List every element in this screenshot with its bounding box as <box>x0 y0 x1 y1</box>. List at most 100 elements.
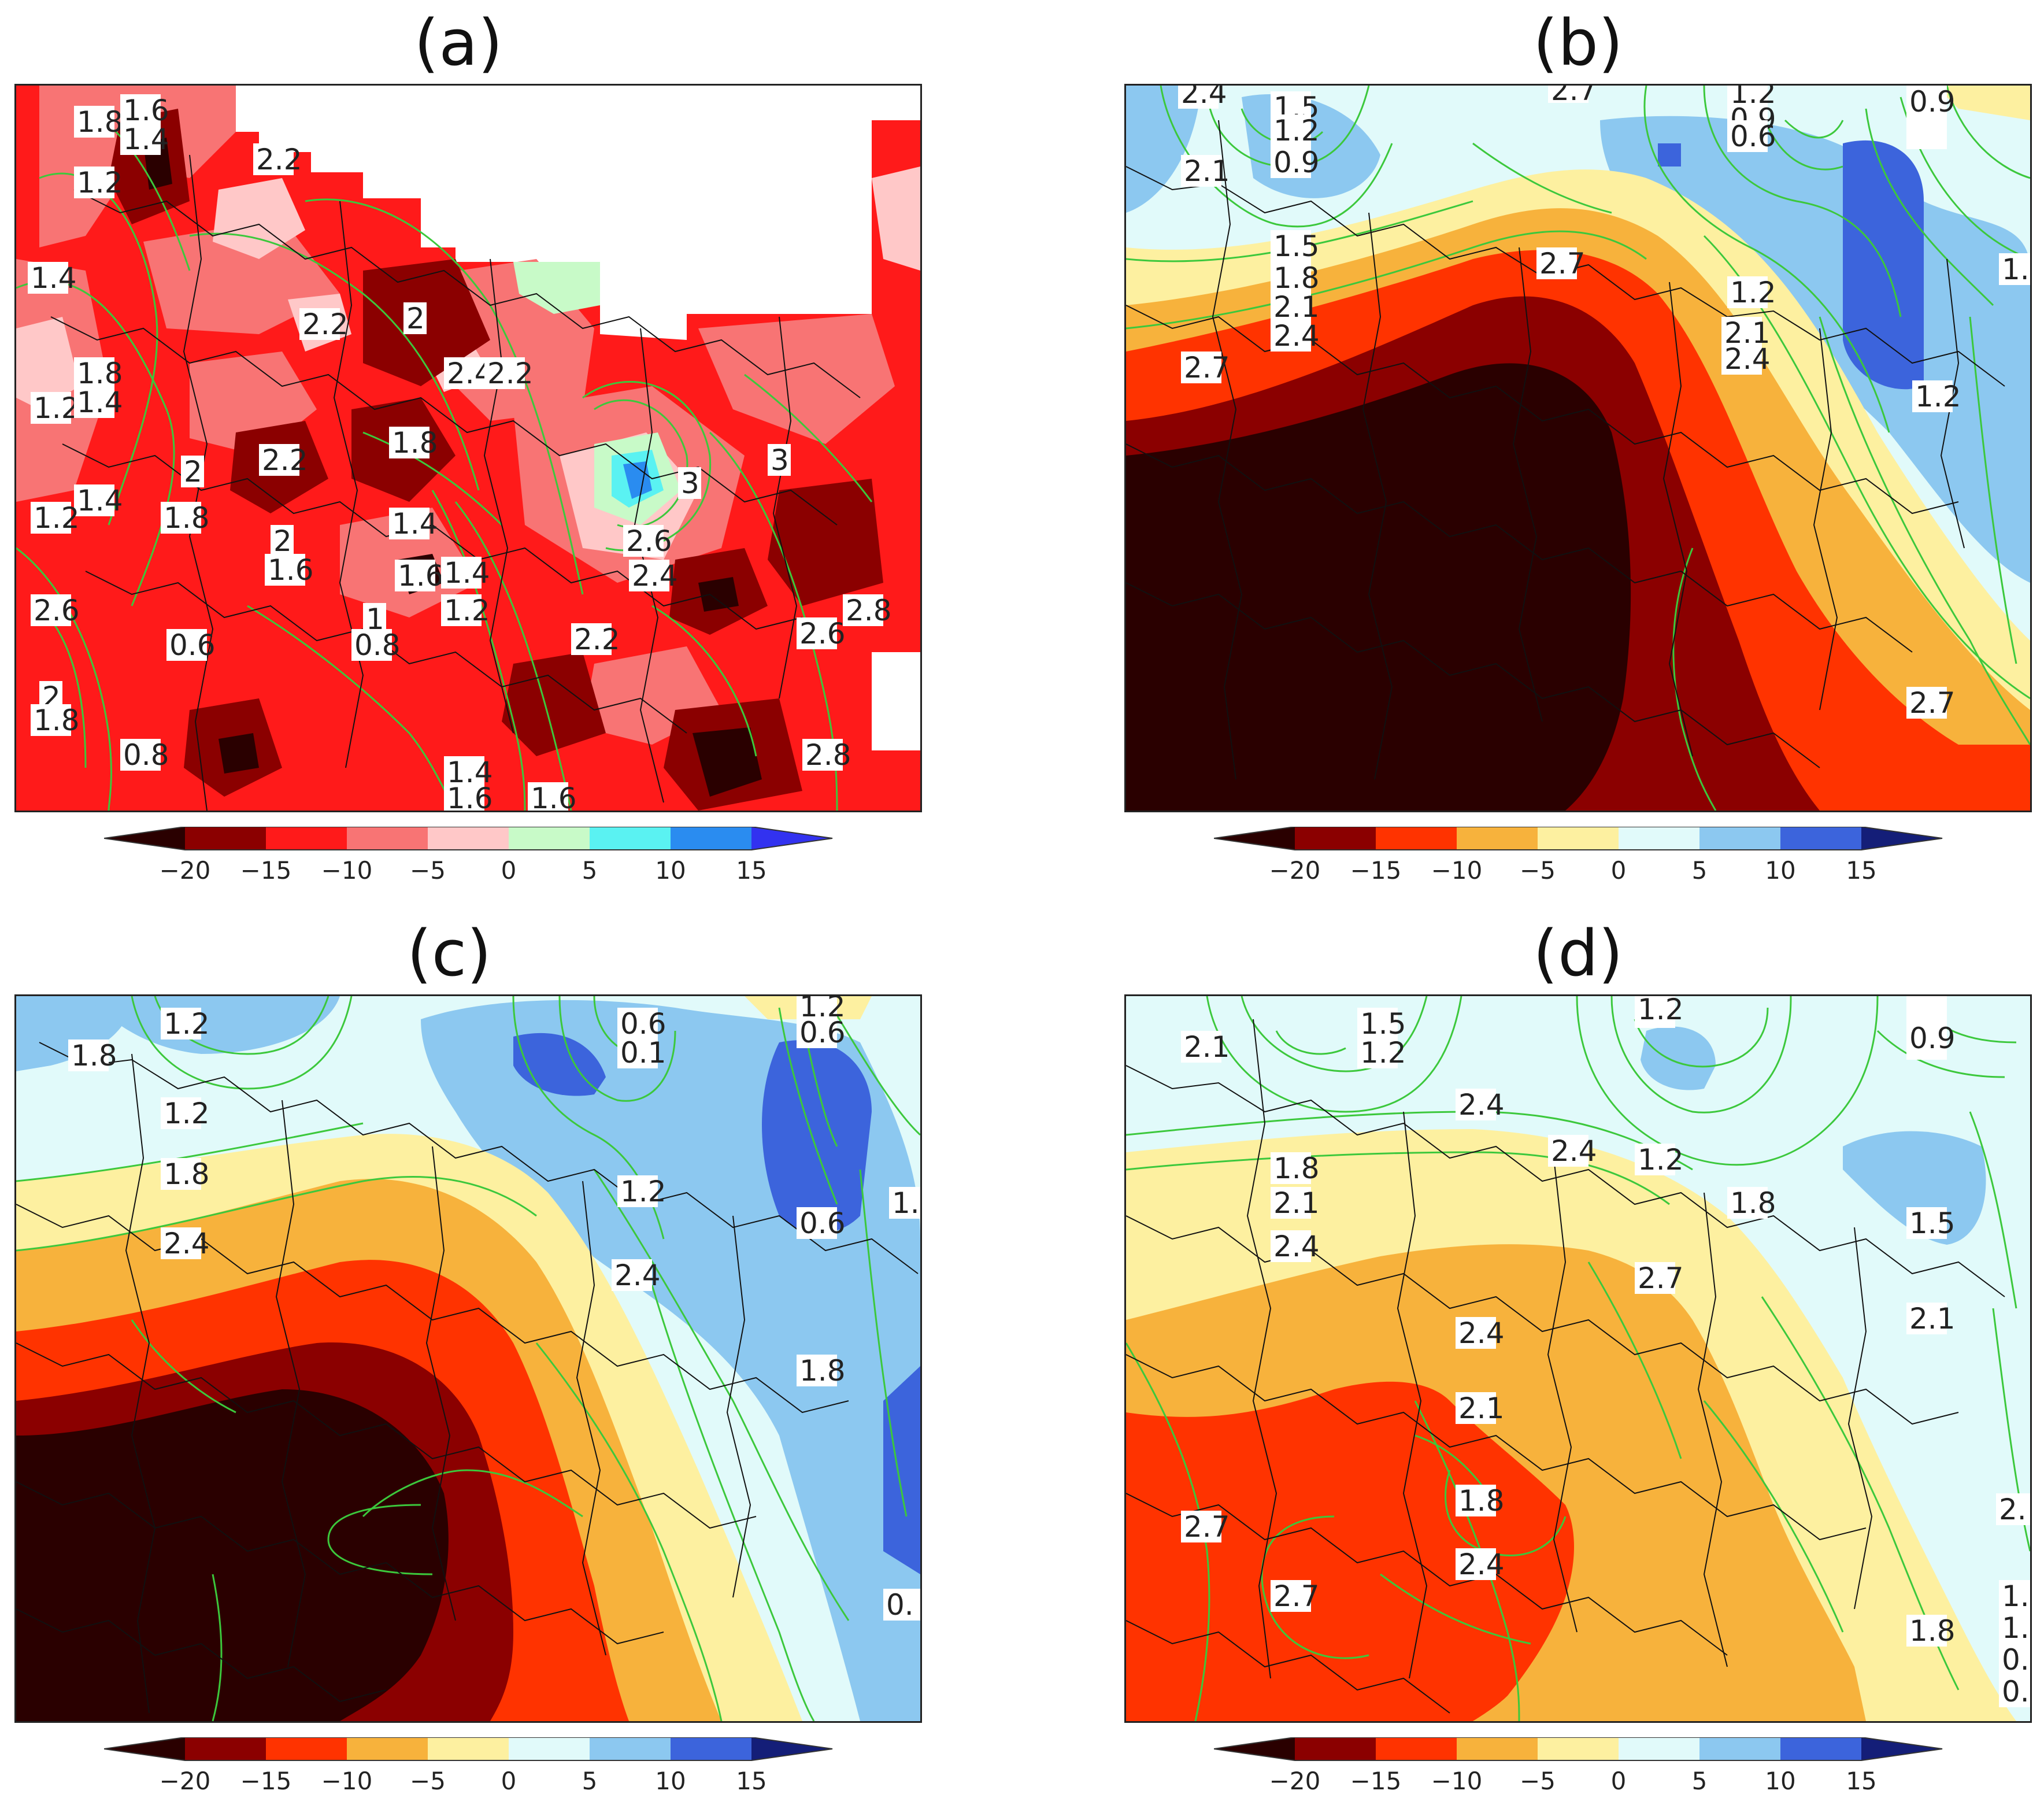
panel-b-field: 2.4 1.5 1.2 2.1 0.9 2.7 1.2 0.9 0.6 0.9 … <box>1126 86 2030 811</box>
colorbar-swatch <box>671 827 751 850</box>
colorbar-swatch <box>1214 1737 1295 1760</box>
colorbar-swatch <box>1861 1737 1942 1760</box>
panel-d-colorbar-swatches <box>1214 1737 1942 1760</box>
contour-label: 1.6 <box>531 782 577 811</box>
colorbar-tick: −5 <box>410 1767 446 1795</box>
colorbar-tick: 5 <box>1692 856 1708 885</box>
contour-label: 1.4 <box>123 123 169 156</box>
contour-label: 2.4 <box>1551 1134 1597 1168</box>
contour-label: 1.2 <box>34 391 80 425</box>
contour-label: 1.8 <box>1909 1614 1956 1648</box>
contour-label: 2.4 <box>1458 1088 1505 1122</box>
colorbar-tick: −20 <box>160 856 211 885</box>
colorbar-tick: 10 <box>1765 1767 1795 1795</box>
contour-label: 2 <box>184 455 202 489</box>
colorbar-swatch <box>428 827 509 850</box>
colorbar-swatch <box>1214 827 1295 850</box>
colorbar-swatch <box>1457 1737 1538 1760</box>
panel-b-title: (b) <box>1533 6 1623 80</box>
panel-b-colorbar-ticks: −20 −15 −10 −5 0 5 10 15 <box>1269 856 1877 885</box>
contour-label: 1.2 <box>1360 1036 1406 1070</box>
panel-a-contour-labels: 1.8 1.6 1.4 1.2 2.2 1.4 2.2 2 2.4 2.2 1.… <box>28 94 892 811</box>
contour-label: 2.1 <box>1458 1392 1505 1425</box>
colorbar-tick: −10 <box>321 856 373 885</box>
colorbar-tick: 0 <box>1611 856 1627 885</box>
contour-label: 0.6 <box>169 628 216 662</box>
colorbar-swatch <box>1619 827 1699 850</box>
contour-label: 2.4 <box>632 559 678 593</box>
colorbar-tick: 15 <box>736 856 766 885</box>
contour-label: 2. <box>1999 1493 2027 1526</box>
contour-label: 2 <box>406 302 425 335</box>
colorbar-swatch <box>509 1737 590 1760</box>
contour-label: 1.2 <box>1730 276 1776 309</box>
colorbar-swatch <box>1619 1737 1699 1760</box>
colorbar-swatch <box>590 1737 671 1760</box>
contour-label: 2.4 <box>1458 1548 1505 1581</box>
colorbar-tick: 5 <box>582 1767 598 1795</box>
contour-label: 1.6 <box>123 94 169 127</box>
contour-label: 1.2 <box>77 166 123 199</box>
panel-b-map: 2.4 1.5 1.2 2.1 0.9 2.7 1.2 0.9 0.6 0.9 … <box>1124 84 2032 812</box>
contour-label: 1.2 <box>164 1007 210 1041</box>
contour-label: 1.5 <box>1909 1207 1956 1240</box>
contour-label: 3 <box>681 467 699 500</box>
contour-label: 2.7 <box>1539 247 1586 280</box>
colorbar-tick: 5 <box>582 856 598 885</box>
contour-label: 2.4 <box>164 1227 210 1260</box>
contour-label: 1. <box>2002 1611 2030 1645</box>
contour-label: 2.8 <box>805 738 851 772</box>
contour-label: 1.8 <box>1458 1484 1505 1518</box>
colorbar-swatch <box>347 1737 428 1760</box>
contour-label: 2.2 <box>256 143 302 176</box>
contour-label: 1.4 <box>77 386 123 419</box>
colorbar-swatch <box>1376 827 1457 850</box>
contour-label: 0.6 <box>1730 120 1776 153</box>
contour-label: 0. <box>2002 1675 2030 1708</box>
panel-c-field: 1.2 1.8 1.2 0.6 0.1 1.2 0.6 1.8 2.4 1.2 … <box>16 996 920 1721</box>
contour-label: 2.4 <box>1273 1230 1320 1263</box>
panel-c-colorbar: −20 −15 −10 −5 0 5 10 15 <box>104 1737 833 1795</box>
colorbar-swatch <box>751 827 832 850</box>
contour-label: 1.8 <box>1730 1186 1776 1220</box>
colorbar-tick: −20 <box>1269 856 1321 885</box>
contour-label: 1.4 <box>31 261 77 295</box>
contour-label: 2.1 <box>1909 1302 1956 1336</box>
colorbar-tick: 10 <box>655 1767 686 1795</box>
contour-label: 2.2 <box>487 357 534 390</box>
contour-label: 0.8 <box>354 628 401 662</box>
colorbar-tick: 0 <box>501 856 517 885</box>
contour-label: 1.4 <box>392 507 438 541</box>
contour-label: 1. <box>892 1186 920 1220</box>
contour-label: 2.6 <box>626 524 672 558</box>
colorbar-tick: −15 <box>1350 856 1402 885</box>
panel-a-field: 1.8 1.6 1.4 1.2 2.2 1.4 2.2 2 2.4 2.2 1.… <box>16 86 920 811</box>
contour-label: 1.2 <box>1273 114 1320 147</box>
colorbar-tick: 5 <box>1692 1767 1708 1795</box>
contour-label: 1.4 <box>444 556 490 590</box>
contour-label: 1.8 <box>1273 261 1320 295</box>
colorbar-tick: 15 <box>736 1767 766 1795</box>
colorbar-tick: −5 <box>1520 856 1556 885</box>
colorbar-swatch <box>428 1737 509 1760</box>
contour-label: 2.4 <box>1458 1316 1505 1350</box>
contour-label: 0.6 <box>620 1007 666 1041</box>
panel-d-contour-labels: 1.5 1.2 2.1 1.2 0.9 2.4 2.4 1.2 1.8 1.8 … <box>1181 996 2030 1708</box>
contour-label: 1.8 <box>77 357 123 390</box>
colorbar-tick: −20 <box>1269 1767 1321 1795</box>
panel-a-title: (a) <box>414 6 503 80</box>
colorbar-tick: −10 <box>1431 1767 1483 1795</box>
contour-label: 1.4 <box>77 484 123 517</box>
contour-label: 2.2 <box>262 443 308 477</box>
contour-label: 1.2 <box>444 594 490 627</box>
contour-label: 1.2 <box>164 1097 210 1130</box>
contour-label: 2.1 <box>1273 1186 1320 1220</box>
contour-label: 0.9 <box>1909 86 1956 119</box>
contour-label: 1.2 <box>620 1175 666 1208</box>
contour-label: 0.1 <box>620 1036 666 1070</box>
contour-label: 0.8 <box>123 738 169 772</box>
colorbar-tick: −5 <box>1520 1767 1556 1795</box>
colorbar-swatch <box>104 1737 185 1760</box>
contour-label: 1.8 <box>799 1354 846 1388</box>
